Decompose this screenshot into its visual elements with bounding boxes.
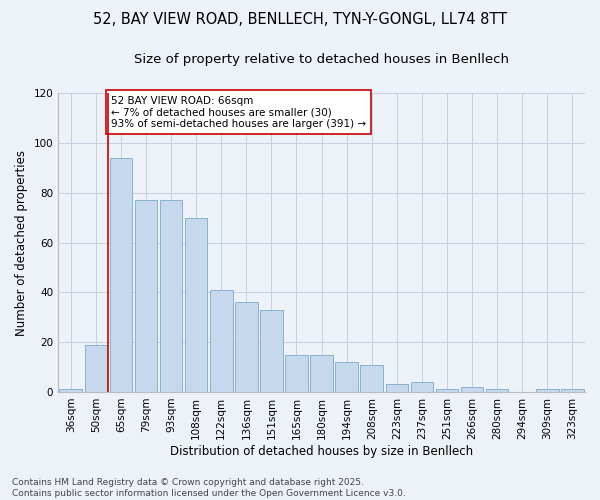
Bar (134, 200, 157, 392)
Text: 52, BAY VIEW ROAD, BENLLECH, TYN-Y-GONGL, LL74 8TT: 52, BAY VIEW ROAD, BENLLECH, TYN-Y-GONGL… (93, 12, 507, 28)
Bar (536, 390, 559, 392)
Bar (310, 354, 333, 392)
Bar (561, 390, 584, 392)
Bar (235, 302, 257, 392)
Bar (59, 390, 82, 392)
Bar (260, 310, 283, 392)
Bar (160, 200, 182, 392)
Bar (386, 384, 408, 392)
Bar (361, 364, 383, 392)
Text: 52 BAY VIEW ROAD: 66sqm
← 7% of detached houses are smaller (30)
93% of semi-det: 52 BAY VIEW ROAD: 66sqm ← 7% of detached… (111, 96, 366, 128)
Text: Contains HM Land Registry data © Crown copyright and database right 2025.
Contai: Contains HM Land Registry data © Crown c… (12, 478, 406, 498)
Bar (486, 390, 508, 392)
Bar (436, 390, 458, 392)
X-axis label: Distribution of detached houses by size in Benllech: Distribution of detached houses by size … (170, 444, 473, 458)
Bar (335, 362, 358, 392)
Bar (461, 387, 484, 392)
Title: Size of property relative to detached houses in Benllech: Size of property relative to detached ho… (134, 52, 509, 66)
Bar (210, 290, 233, 392)
Bar (110, 158, 132, 392)
Bar (285, 354, 308, 392)
Bar (185, 218, 208, 392)
Bar (85, 344, 107, 392)
Bar (410, 382, 433, 392)
Y-axis label: Number of detached properties: Number of detached properties (15, 150, 28, 336)
